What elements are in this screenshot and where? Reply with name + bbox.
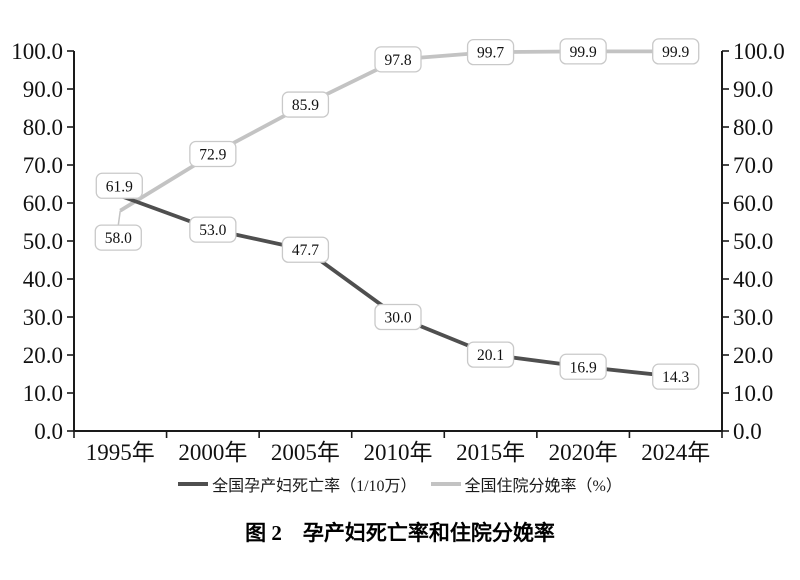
data-label: 61.9 [106,178,133,195]
data-label: 99.7 [477,45,504,62]
data-label: 14.3 [662,369,689,386]
y-axis-right-tick-label: 0.0 [733,419,762,444]
y-axis-right-tick-label: 100.0 [733,39,785,64]
y-axis-left-tick-label: 30.0 [23,305,63,330]
x-axis-category-label: 2020年 [549,440,618,465]
legend-label-maternal-mortality: 全国孕产妇死亡率（1/10万） [212,478,417,495]
y-axis-left-tick-label: 10.0 [23,381,63,406]
data-label-box [94,224,142,251]
legend-label-hospital-delivery: 全国住院分娩率（%） [464,478,622,495]
y-axis-left-tick-label: 70.0 [23,153,63,178]
data-label: 47.7 [292,242,319,259]
data-label-box [652,38,700,65]
chart-legend: 全国孕产妇死亡率（1/10万） 全国住院分娩率（%） [0,472,800,496]
data-label-box [95,172,143,199]
data-label: 99.9 [662,44,689,61]
data-label-box [559,353,607,380]
y-axis-left-tick-label: 90.0 [23,77,63,102]
y-axis-right-tick-label: 50.0 [733,229,773,254]
data-label-box [466,341,515,368]
y-axis-right-tick-label: 40.0 [733,267,773,292]
legend-item-maternal-mortality: 全国孕产妇死亡率（1/10万） [178,472,417,496]
data-label: 16.9 [570,359,597,376]
hospital-delivery-line-swatch [430,482,461,486]
y-axis-left-tick-label: 0.0 [34,419,63,444]
data-label-box [466,38,515,66]
y-axis-right-tick-label: 60.0 [733,191,773,216]
data-label: 58.0 [105,230,132,247]
y-axis-right-tick-label: 30.0 [733,305,773,330]
hospital-delivery-line [119,49,676,213]
data-label: 53.0 [199,222,226,239]
y-axis-left-tick-label: 50.0 [23,229,63,254]
x-axis-category-label: 2024年 [641,440,710,465]
y-axis-right-tick-label: 20.0 [733,343,773,368]
dual-axis-line-chart: 100.0 90.0 80.0 70.0 60.0 50.0 40.0 30.0 20.0 10.… [11,38,785,465]
x-axis-category-label: 2000年 [178,440,247,465]
y-axis-left-tick-label: 40.0 [23,267,63,292]
figure-caption: 图 2 孕产妇死亡率和住院分娩率 [245,521,555,545]
y-axis-right-tick-label: 70.0 [733,153,773,178]
data-label: 72.9 [199,146,226,163]
y-axis-left-tick-label: 20.0 [23,343,63,368]
data-label: 97.8 [384,52,411,69]
x-axis-category-label: 2015年 [456,440,525,465]
y-axis-left-tick-label: 80.0 [23,115,63,140]
maternal-mortality-line-swatch [178,482,209,486]
data-label-box [374,303,422,331]
x-axis-category-label: 1995年 [86,440,155,465]
data-label: 85.9 [292,97,319,114]
data-label-leader-line [117,210,122,226]
data-label: 30.0 [384,310,411,327]
y-axis-right-tick-label: 10.0 [733,381,773,406]
x-axis-category-label: 2010年 [364,440,433,465]
y-axis-right-tick-label: 90.0 [733,77,773,102]
data-label-box [281,236,330,263]
x-axis-category-label: 2005年 [271,440,340,465]
y-axis-left-tick-label: 60.0 [23,191,63,216]
data-label-box [189,140,237,168]
data-label-box [652,363,700,390]
legend-item-hospital-delivery: 全国住院分娩率（%） [430,472,622,496]
data-label-box [189,216,237,243]
data-label: 20.1 [477,347,504,364]
data-label-box [281,91,330,118]
y-axis-left-tick-label: 100.0 [11,39,63,64]
data-label-box [559,38,607,65]
y-axis-right-tick-label: 80.0 [733,115,773,140]
data-label-box [374,46,422,73]
data-label: 99.9 [570,44,597,61]
